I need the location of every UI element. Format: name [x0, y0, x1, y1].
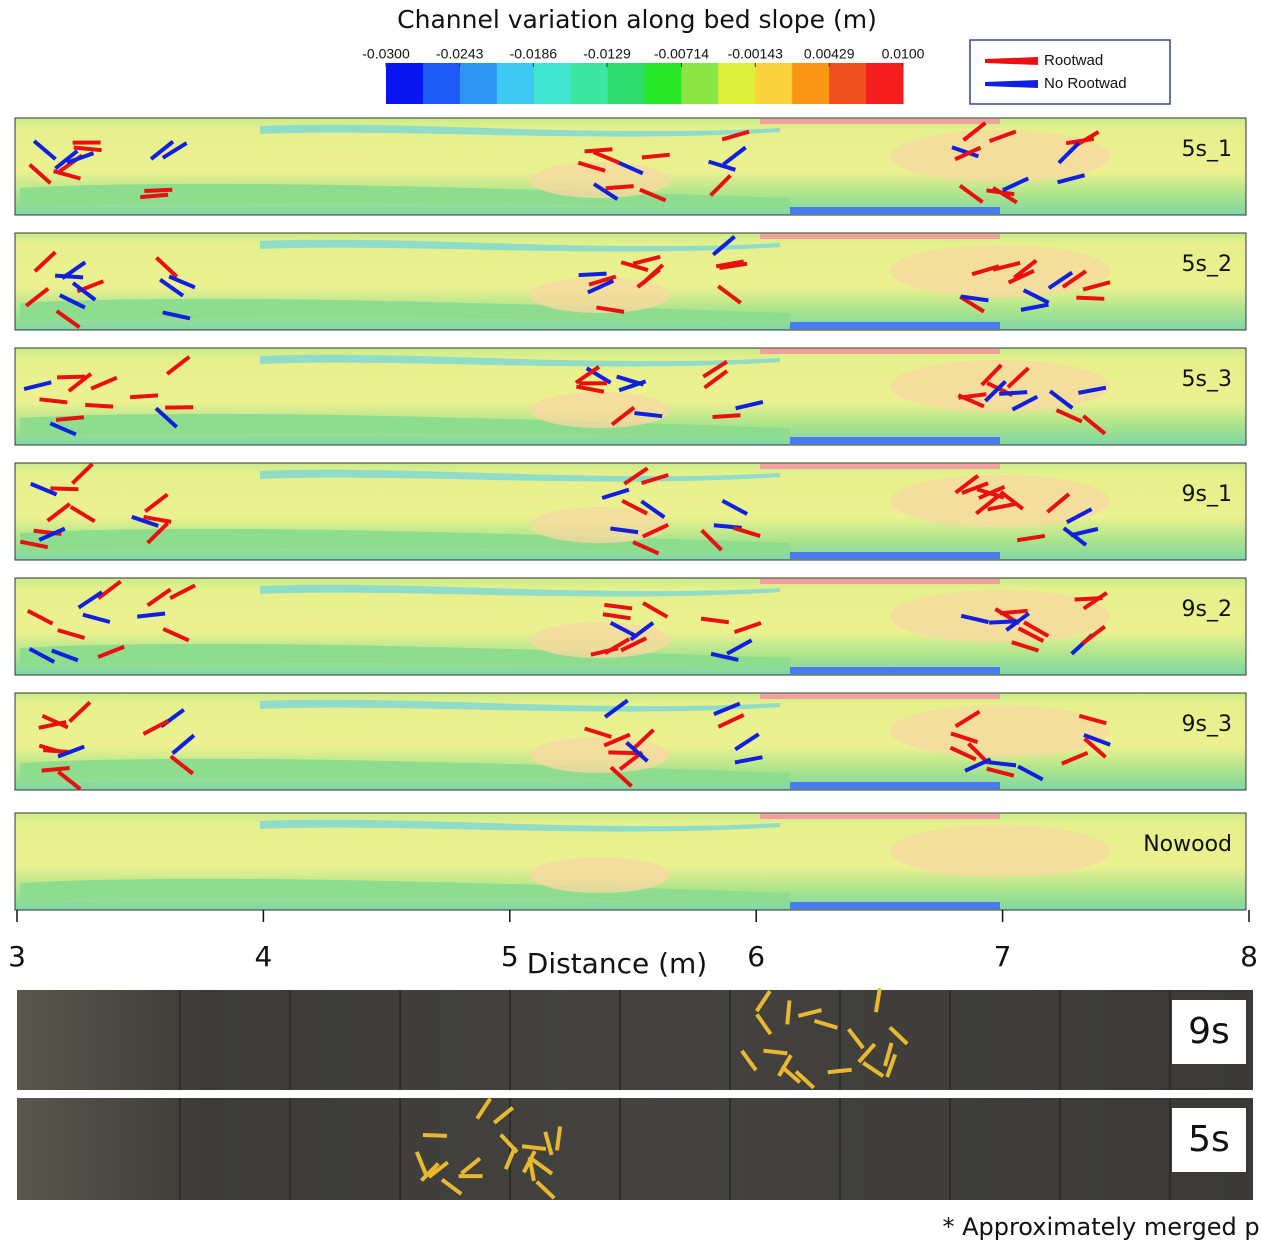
- colorbar-band: [608, 63, 645, 104]
- contour-band: [760, 694, 1000, 699]
- colorbar-band: [829, 63, 866, 104]
- panel-label: 5s_2: [1182, 252, 1232, 277]
- log: [1076, 298, 1104, 299]
- photo: [17, 1098, 1253, 1200]
- x-tick-label: 5: [501, 940, 519, 973]
- colorbar-tick-label: -0.0300: [362, 46, 410, 62]
- contour-band: [760, 349, 1000, 354]
- contour-band: [530, 737, 670, 773]
- log: [130, 395, 158, 397]
- photo-log: [423, 1135, 447, 1136]
- panel-label: 9s_3: [1182, 712, 1232, 737]
- x-tick-label: 8: [1240, 940, 1258, 973]
- log: [606, 186, 634, 188]
- log: [57, 377, 85, 378]
- panel-label: 9s_1: [1182, 482, 1232, 507]
- contour-band: [760, 464, 1000, 469]
- log: [85, 405, 113, 407]
- page: {"chart_data": {"type": "contour", "titl…: [0, 0, 1261, 1243]
- contour-band: [890, 475, 1110, 527]
- log: [989, 621, 1017, 622]
- contour-band: [790, 552, 1000, 559]
- contour-band: [760, 119, 1000, 124]
- panel-label: Nowood: [1143, 832, 1232, 857]
- panel-label: 9s_2: [1182, 597, 1232, 622]
- colorbar-tick-label: -0.0186: [510, 46, 558, 62]
- log: [42, 768, 70, 771]
- photo-log: [787, 1000, 789, 1024]
- contour-band: [790, 322, 1000, 329]
- log: [1075, 598, 1103, 599]
- photo-label: 9s: [1188, 1011, 1230, 1052]
- footnote: * Approximately merged photo: [942, 1213, 1261, 1241]
- colorbar-tick-label: -0.00143: [728, 46, 783, 62]
- log: [999, 392, 1027, 394]
- x-axis-label: Distance (m): [527, 947, 707, 980]
- log: [74, 147, 102, 150]
- log: [579, 274, 607, 275]
- contour-band: [790, 782, 1000, 789]
- figure: Channel variation along bed slope (m) * …: [0, 0, 1261, 1243]
- contour-band: [760, 234, 1000, 239]
- x-tick-label: 4: [254, 940, 272, 973]
- log: [585, 149, 613, 151]
- contour-band: [530, 392, 670, 428]
- chart-title: Channel variation along bed slope (m): [397, 5, 877, 34]
- contour-band: [530, 857, 670, 893]
- colorbar-band: [386, 63, 423, 104]
- colorbar-band: [718, 63, 755, 104]
- contour-band: [790, 667, 1000, 674]
- panel-label: 5s_1: [1182, 137, 1232, 162]
- log: [608, 752, 636, 753]
- x-tick-label: 6: [747, 940, 765, 973]
- colorbar-tick-label: -0.0243: [436, 46, 484, 62]
- colorbar-tick-label: -0.00714: [654, 46, 709, 62]
- log: [50, 488, 78, 489]
- contour-band: [890, 825, 1110, 877]
- legend-label: Rootwad: [1044, 52, 1103, 69]
- contour-band: [790, 902, 1000, 909]
- contour-band: [890, 245, 1110, 297]
- photo-log: [522, 1146, 546, 1149]
- colorbar-band: [423, 63, 460, 104]
- log: [712, 415, 740, 417]
- colorbar-tick-label: -0.0129: [583, 46, 631, 62]
- colorbar-band: [460, 63, 497, 104]
- log: [140, 195, 168, 197]
- colorbar-band: [497, 63, 534, 104]
- colorbar-band: [534, 63, 571, 104]
- panel-label: 5s_3: [1182, 367, 1232, 392]
- log: [642, 155, 670, 158]
- colorbar-band: [792, 63, 829, 104]
- colorbar-band: [645, 63, 682, 104]
- log: [56, 417, 84, 420]
- contour-band: [530, 507, 670, 543]
- contour-band: [890, 705, 1110, 757]
- contour-band: [760, 579, 1000, 584]
- contour-band: [760, 814, 1000, 819]
- colorbar-band: [681, 63, 718, 104]
- x-tick-label: 7: [994, 940, 1012, 973]
- x-tick-label: 3: [8, 940, 26, 973]
- contour-band: [790, 437, 1000, 444]
- photo-label: 5s: [1188, 1119, 1230, 1160]
- colorbar-tick-label: 0.0100: [882, 46, 925, 62]
- photo: [17, 990, 1253, 1090]
- colorbar-band: [866, 63, 903, 104]
- photo-log: [828, 1070, 852, 1073]
- log: [1000, 611, 1028, 613]
- photo-log: [763, 1051, 787, 1054]
- colorbar-band: [571, 63, 608, 104]
- contour-band: [790, 207, 1000, 214]
- colorbar-tick-label: 0.00429: [804, 46, 855, 62]
- legend-label: No Rootwad: [1044, 75, 1127, 92]
- log: [144, 190, 172, 191]
- colorbar-band: [755, 63, 792, 104]
- legend-box: [970, 40, 1170, 104]
